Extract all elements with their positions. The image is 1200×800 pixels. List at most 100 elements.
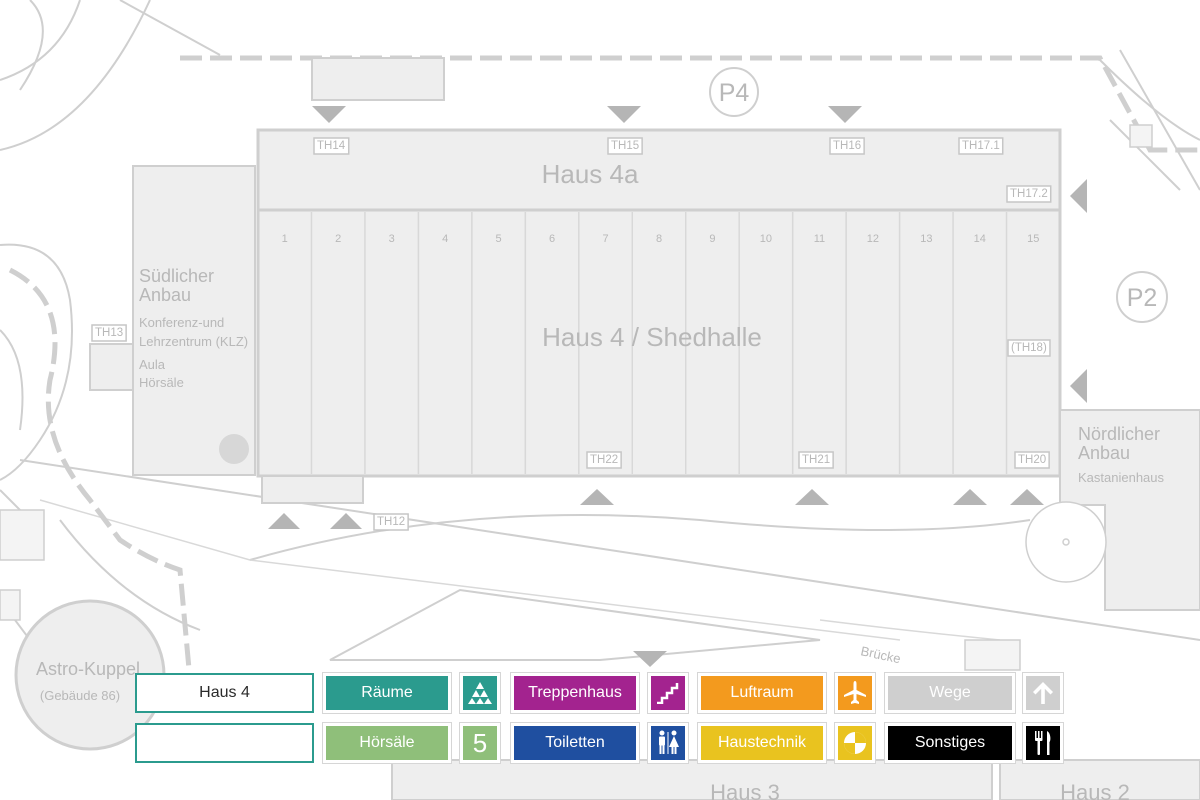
entrance-marker (1070, 179, 1087, 213)
road-line (19, 0, 44, 91)
road-line (59, 519, 201, 631)
label-haus-4a: Haus 4a (542, 159, 639, 189)
entrance-marker (1010, 489, 1044, 505)
label-gebaeude-86: (Gebäude 86) (40, 688, 120, 703)
gate-label: TH20 (1018, 454, 1046, 466)
entrance-marker (330, 513, 362, 529)
road-line (19, 459, 1200, 641)
label-astro: Astro-Kuppel (36, 659, 140, 679)
road-line (1119, 49, 1200, 191)
legend-haustechnik-button[interactable]: Haustechnik (698, 723, 826, 763)
building-haus-4a (256, 128, 1062, 212)
entrance-marker (828, 106, 862, 123)
floor-select-input[interactable] (135, 723, 314, 763)
entrance-marker (268, 513, 300, 529)
gate-label: TH12 (377, 516, 405, 528)
building-annex (89, 343, 134, 391)
gate-th17-2: TH17.2 (1006, 185, 1052, 203)
room-triangle-icon[interactable] (460, 673, 500, 713)
label-anbau: Anbau (139, 285, 191, 305)
entrance-marker (633, 651, 667, 667)
legend-toiletten-button[interactable]: Toiletten (511, 723, 639, 763)
bay-number: 6 (549, 233, 555, 245)
building-search-input[interactable]: Haus 4 (135, 673, 314, 713)
road-line (249, 514, 1031, 561)
airplane-icon[interactable] (835, 673, 875, 713)
gate-label: (TH18) (1011, 342, 1047, 354)
legend-luftraum-label: Luftraum (730, 684, 794, 701)
bay-number: 13 (920, 233, 932, 245)
gate-label: TH16 (833, 140, 861, 152)
label-bruecke: Brücke (859, 643, 902, 666)
bay-number: 9 (709, 233, 715, 245)
number-five-icon[interactable]: 5 (460, 723, 500, 763)
stairs-shape (0, 509, 45, 561)
road-line (0, 329, 24, 431)
label-klz-2: Lehrzentrum (KLZ) (139, 334, 248, 349)
building-haus-4 (256, 208, 1062, 478)
legend-hoersaele-label: Hörsäle (359, 734, 415, 751)
building-haus-2 (999, 759, 1200, 800)
bay-number: 15 (1027, 233, 1039, 245)
road-line (119, 0, 221, 56)
gate-th13: TH13 (91, 324, 127, 342)
stairs-shape (1129, 124, 1153, 148)
gate-th18: (TH18) (1007, 339, 1051, 357)
entrance-marker (580, 489, 614, 505)
legend-raeume-button[interactable]: Räume (323, 673, 451, 713)
bay-number: 10 (760, 233, 772, 245)
road-line (0, 0, 81, 81)
label-hoersaele: Hörsäle (139, 375, 184, 390)
bay-number: 1 (282, 233, 288, 245)
legend-wege-button[interactable]: Wege (885, 673, 1015, 713)
arrow-up-icon[interactable] (1023, 673, 1063, 713)
gate-label: TH17.1 (962, 140, 1000, 152)
bay-number: 5 (496, 233, 502, 245)
gate-th22: TH22 (586, 451, 622, 469)
parking-p2: P2 (1116, 271, 1168, 323)
bay-number: 2 (335, 233, 341, 245)
legend-luftraum-button[interactable]: Luftraum (698, 673, 826, 713)
entrance-marker (312, 106, 346, 123)
building-ramp (261, 475, 364, 504)
gate-label: TH15 (611, 140, 639, 152)
parking-p4: P4 (709, 67, 759, 117)
gate-label: TH17.2 (1010, 188, 1048, 200)
label-suedlicher: Südlicher (139, 266, 214, 286)
restroom-icon[interactable] (648, 723, 688, 763)
road-line (39, 499, 901, 641)
entrance-marker (795, 489, 829, 505)
search-value: Haus 4 (199, 684, 250, 701)
gate-label: TH14 (317, 140, 346, 152)
legend-treppenhaus-button[interactable]: Treppenhaus (511, 673, 639, 713)
bay-number: 4 (442, 233, 448, 245)
building-small (311, 57, 445, 101)
svg-text:P2: P2 (1127, 284, 1158, 312)
legend-toiletten-label: Toiletten (545, 734, 605, 751)
legend-hoersaele-button[interactable]: Hörsäle (323, 723, 451, 763)
stairs-icon[interactable] (648, 673, 688, 713)
technical-icon[interactable] (835, 723, 875, 763)
legend-haustechnik-label: Haustechnik (717, 734, 807, 751)
bay-number: 14 (974, 233, 986, 245)
gate-th17-1: TH17.1 (958, 137, 1004, 155)
label-haus-3: Haus 3 (710, 780, 780, 800)
boundary-line (8, 267, 193, 681)
legend-sonstiges-button[interactable]: Sonstiges (885, 723, 1015, 763)
road-line (819, 619, 1001, 641)
gate-th14: TH14 (313, 137, 350, 155)
svg-text:P4: P4 (719, 79, 750, 107)
gate-th21: TH21 (798, 451, 834, 469)
gate-th16: TH16 (829, 137, 865, 155)
label-aula: Aula (139, 357, 166, 372)
label-haus-4: Haus 4 / Shedhalle (542, 322, 762, 352)
label-noerdlicher: Nördlicher (1078, 424, 1160, 444)
legend-treppenhaus-label: Treppenhaus (528, 684, 622, 701)
bay-number: 3 (389, 233, 395, 245)
cutlery-icon[interactable] (1023, 723, 1063, 763)
label-haus-2: Haus 2 (1060, 780, 1130, 800)
legend-wege-label: Wege (929, 684, 971, 701)
legend-sonstiges-label: Sonstiges (914, 734, 986, 751)
